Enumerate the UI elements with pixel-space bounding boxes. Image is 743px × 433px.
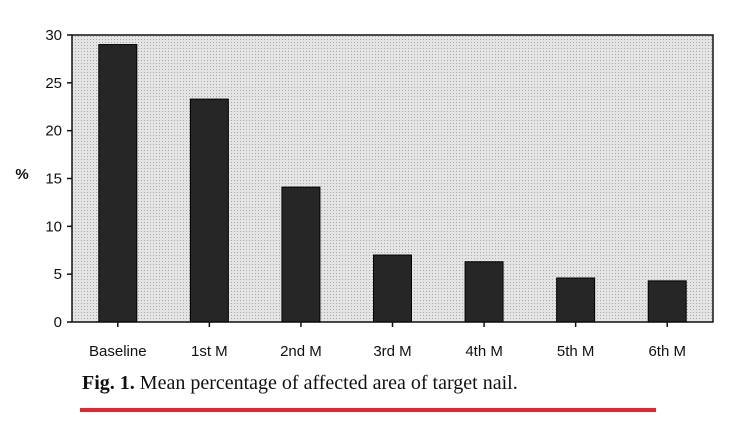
figure-caption: Fig. 1. Mean percentage of affected area…: [82, 372, 518, 395]
y-tick-label: 25: [45, 75, 62, 92]
bar: [189, 98, 229, 323]
x-tick-label: 3rd M: [373, 343, 411, 360]
x-tick-label: 5th M: [557, 343, 595, 360]
y-axis: 0 5 10 15 20 25 30: [45, 27, 72, 331]
bar: [556, 277, 596, 323]
bar: [98, 44, 138, 323]
bar: [464, 261, 504, 323]
y-tick-label: 20: [45, 123, 62, 140]
y-tick-label: 5: [54, 266, 62, 283]
x-tick-label: 6th M: [648, 343, 686, 360]
y-tick-label: 10: [45, 218, 62, 235]
figure-label: Fig. 1.: [82, 372, 135, 394]
bars: [98, 44, 687, 323]
x-axis: Baseline 1st M 2nd M 3rd M 4th M 5th M 6th M: [89, 322, 686, 360]
y-axis-label: %: [15, 166, 28, 183]
bar: [647, 280, 687, 323]
y-tick-label: 0: [54, 314, 62, 331]
caption-text: Mean percentage of affected area of targ…: [139, 372, 518, 394]
x-tick-label: 2nd M: [280, 343, 322, 360]
y-tick-label: 15: [45, 171, 62, 188]
x-tick-label: Baseline: [89, 343, 147, 360]
x-tick-label: 4th M: [465, 343, 503, 360]
x-tick-label: 1st M: [191, 343, 228, 360]
bar: [281, 186, 321, 323]
y-tick-label: 30: [45, 27, 62, 44]
red-underline: [80, 408, 656, 412]
bar: [373, 254, 412, 323]
